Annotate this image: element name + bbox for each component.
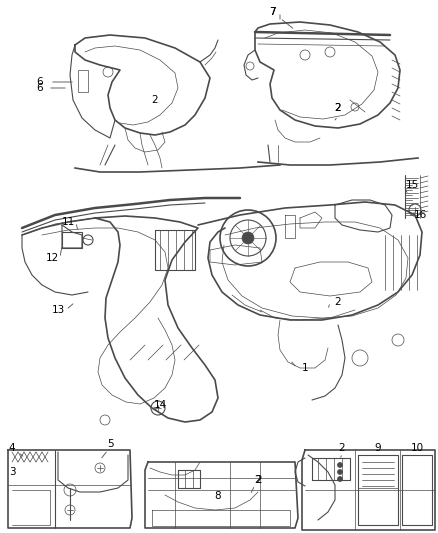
Text: 7: 7 <box>268 7 276 17</box>
Text: 2: 2 <box>256 475 262 485</box>
Circle shape <box>242 232 254 244</box>
Text: 2: 2 <box>335 103 341 113</box>
Text: 2: 2 <box>335 103 341 113</box>
Text: 5: 5 <box>107 439 113 449</box>
Text: 13: 13 <box>51 305 65 315</box>
Text: 6: 6 <box>37 77 43 87</box>
Bar <box>78 70 88 92</box>
Text: 2: 2 <box>339 443 345 453</box>
Text: 12: 12 <box>46 253 59 263</box>
Text: 2: 2 <box>152 95 158 105</box>
Text: 8: 8 <box>215 491 221 501</box>
Text: 7: 7 <box>268 7 276 17</box>
Circle shape <box>338 477 343 481</box>
Text: 11: 11 <box>61 217 74 227</box>
Text: 14: 14 <box>153 400 166 410</box>
Text: 9: 9 <box>374 443 381 453</box>
Text: 16: 16 <box>413 210 427 220</box>
Circle shape <box>338 470 343 474</box>
Bar <box>62 232 82 248</box>
Text: 6: 6 <box>37 83 43 93</box>
Text: 4: 4 <box>9 443 15 453</box>
Text: 1: 1 <box>302 363 308 373</box>
Text: 2: 2 <box>335 297 341 307</box>
Text: 10: 10 <box>410 443 424 453</box>
Text: 15: 15 <box>406 180 419 190</box>
Text: 3: 3 <box>9 467 15 477</box>
Circle shape <box>338 463 343 467</box>
Text: 2: 2 <box>254 475 261 485</box>
